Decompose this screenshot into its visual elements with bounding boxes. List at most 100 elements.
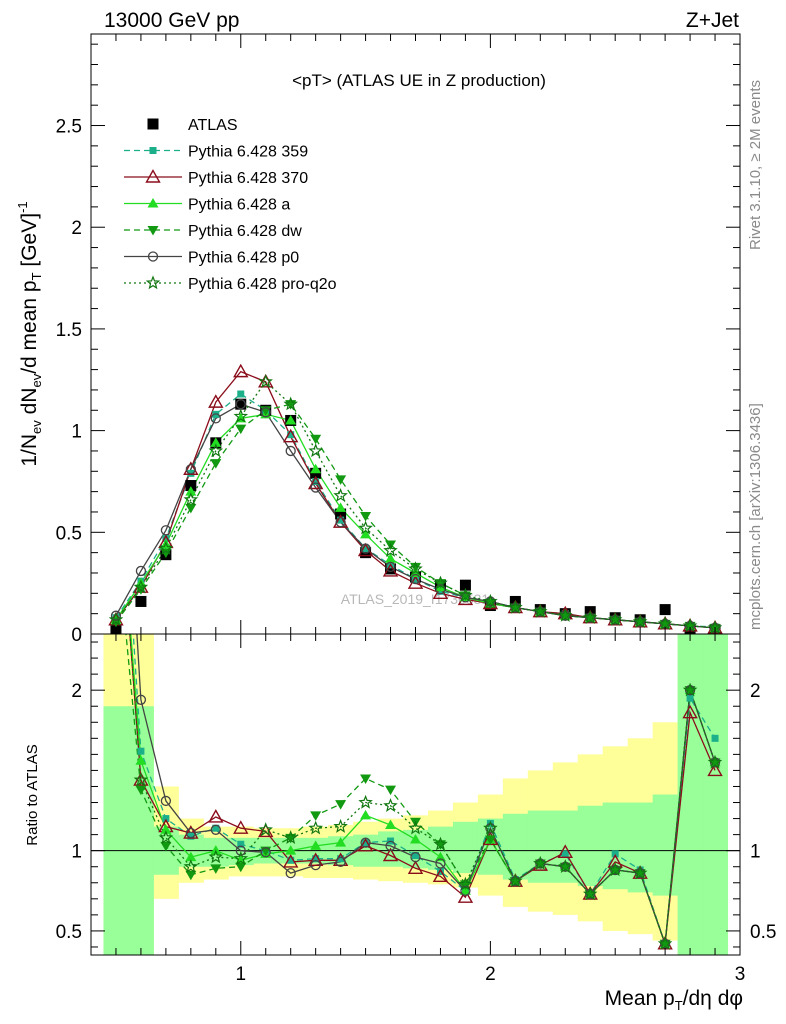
ratio-point-p359 [611,850,619,858]
point-pq2o [632,614,648,629]
point-data [310,467,322,479]
ratio-point-pq2o [158,830,174,845]
ratio-point-pdw [235,862,247,873]
ratio-point-p359 [162,815,170,823]
point-pa [360,528,372,539]
ratio-point-pq2o [483,820,498,835]
ratio-point-pp0 [111,284,120,293]
ratio-point-pq2o [383,798,398,812]
header-right: Z+Jet [686,9,739,32]
ratio-point-pdw [135,785,147,796]
legend-marker-data [147,118,159,130]
band-green-bin [577,805,604,886]
ratio-point-p359 [112,366,119,373]
ratio-point-pq2o [433,836,448,851]
point-pq2o [558,608,573,622]
point-data [659,604,671,616]
ratio-point-pp0 [285,867,296,879]
ratio-plot-area [109,284,723,950]
y-tick-label: 1.5 [56,320,82,341]
ratio-point-pa [385,819,397,829]
ratio-point-pa [310,840,322,850]
ratio-point-pp0 [235,845,246,856]
ratio-point-p370 [707,762,723,777]
point-pa [310,463,322,474]
legend-marker-pp0 [147,251,159,262]
ratio-y-tick-label-right: 2 [750,681,761,702]
point-data [459,579,471,591]
legend-label-pp0: Pythia 6.428 p0 [188,250,299,267]
ratio-point-pp0 [435,858,446,869]
legend-label-pa: Pythia 6.428 a [188,197,290,214]
point-pa [185,486,197,496]
point-data [185,480,197,492]
point-pq2o [657,616,673,631]
ratio-point-p359 [711,734,719,742]
point-pa [285,414,297,425]
ratio-point-pq2o [707,754,723,769]
y-tick-label: 1 [71,422,82,443]
mcplots-label: mcplots.cern.ch [arXiv:1306.3436] [747,403,764,630]
point-p370 [258,373,274,388]
ratio-point-pa [434,851,446,862]
point-pp0 [160,525,172,536]
point-p359 [337,516,345,524]
ratio-point-p359 [412,851,419,859]
ratio-point-pq2o [682,682,698,697]
point-pdw [410,562,421,573]
ratio-point-p370 [557,844,573,858]
ratio-point-pq2o [358,794,373,809]
header-left: 13000 GeV pp [104,9,239,32]
rivet-label: Rivet 3.1.10, ≥ 2M events [747,80,764,250]
ratio-point-pp0 [185,827,196,839]
x-tick-label: 2 [485,964,496,985]
ratio-point-pp0 [335,856,346,868]
ratio-point-p359 [686,694,694,702]
point-p370 [357,542,374,557]
band-green-bin [502,813,529,880]
legend-label-p370: Pythia 6.428 370 [188,170,308,187]
ratio-point-p370 [109,443,122,455]
legend: ATLAS Pythia 6.428 359 Pythia 6.428 370 Pyt… [124,117,337,293]
point-pp0 [135,565,147,577]
y-axis-title: 1/Nev dNev/d mean pT [GeV]-1 [15,201,44,466]
ratio-point-pa [360,809,372,820]
x-tick-label: 3 [735,964,746,985]
ratio-point-p370 [407,860,424,875]
ratio-point-pq2o [632,865,648,880]
point-pq2o [358,520,373,535]
point-data [135,595,147,607]
ratio-point-pp0 [360,837,371,848]
ratio-point-pp0 [260,847,271,858]
ratio-point-p359 [561,850,569,858]
point-p370 [208,394,224,408]
point-pq2o [483,593,498,608]
ratio-point-p370 [307,852,324,867]
ratio-point-pq2o [558,859,573,873]
ratio-point-pdw [335,800,347,810]
series-line-p370 [115,370,716,629]
point-pq2o [233,408,249,423]
ratio-point-p370 [457,889,474,903]
ratio-point-pq2o [283,830,298,845]
point-pq2o [283,396,298,411]
ratio-point-pq2o [607,862,623,877]
point-pq2o [607,612,623,626]
point-pq2o [183,492,199,506]
ratio-point-p370 [282,853,299,868]
x-axis-title: Mean pT/dη dφ [605,987,743,1013]
ratio-point-pa [410,833,421,844]
ratio-point-pdw [385,785,397,796]
legend-marker-pq2o [145,275,161,290]
ratio-point-pq2o [208,849,224,864]
ratio-point-pp0 [385,840,396,852]
plot-title: <pT> (ATLAS UE in Z production) [292,71,546,90]
point-pdw [235,424,247,435]
point-pq2o [208,443,224,458]
point-pdw [360,512,372,522]
ratio-point-p359 [312,855,320,863]
point-pq2o [133,579,149,594]
point-p370 [282,428,299,443]
legend-label-pq2o: Pythia 6.428 pro-q2o [188,276,337,293]
band-green-bin [627,802,654,893]
